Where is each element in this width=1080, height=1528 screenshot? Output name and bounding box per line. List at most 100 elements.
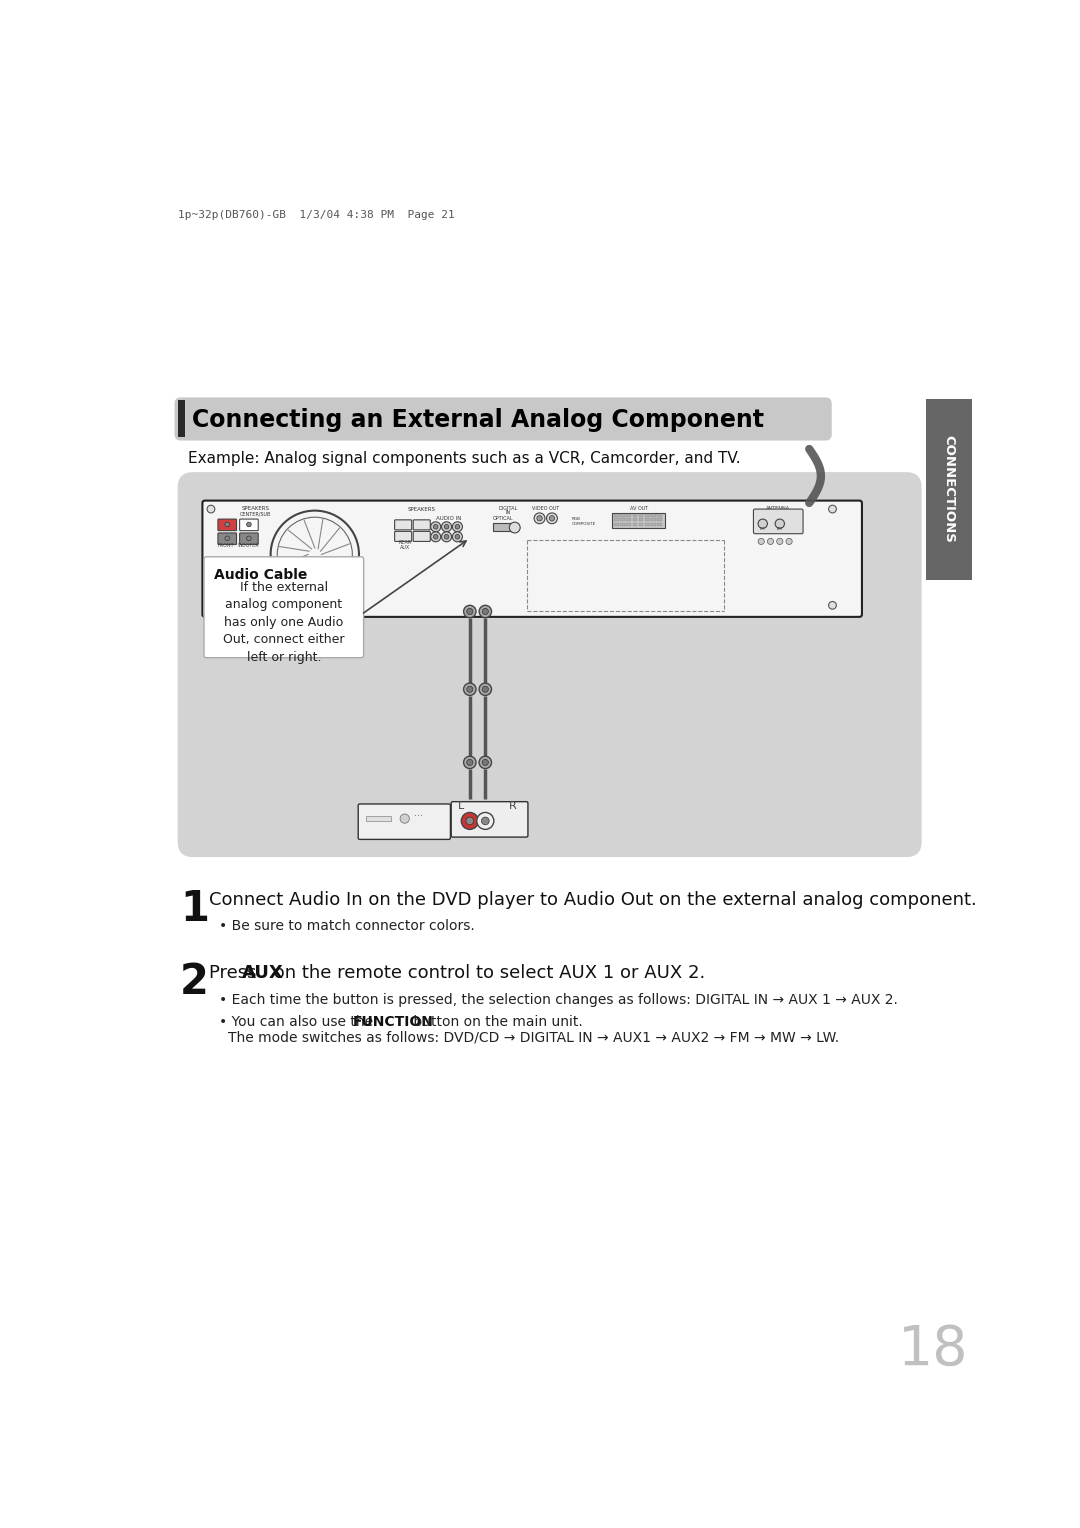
Bar	[177, 400, 185, 437]
Text: VIDEO OUT: VIDEO OUT	[532, 506, 559, 510]
Text: SPEAKERS: SPEAKERS	[408, 507, 435, 512]
Text: • Be sure to match connector colors.: • Be sure to match connector colors.	[218, 918, 474, 932]
Text: • Each time the button is pressed, the selection changes as follows: DIGITAL IN : • Each time the button is pressed, the s…	[218, 993, 897, 1007]
Circle shape	[467, 608, 473, 614]
Text: 1: 1	[180, 888, 208, 931]
Text: Audio Cable: Audio Cable	[214, 568, 308, 582]
FancyBboxPatch shape	[240, 520, 258, 530]
Bar	[366, 816, 391, 821]
Circle shape	[246, 523, 252, 527]
Text: Example: Analog signal components such as a VCR, Camcorder, and TV.: Example: Analog signal components such a…	[188, 451, 740, 466]
Text: DIGITAL: DIGITAL	[499, 506, 518, 510]
Text: CENTER/SUB: CENTER/SUB	[240, 512, 271, 516]
Circle shape	[442, 532, 451, 542]
Circle shape	[225, 523, 230, 527]
Text: REAR: REAR	[399, 539, 411, 544]
Circle shape	[480, 605, 491, 617]
Bar	[651, 513, 656, 516]
Bar	[494, 523, 515, 532]
FancyBboxPatch shape	[414, 532, 430, 541]
Circle shape	[828, 602, 836, 610]
Circle shape	[537, 515, 542, 521]
Circle shape	[482, 759, 488, 766]
Bar	[626, 523, 631, 526]
FancyBboxPatch shape	[754, 509, 804, 533]
FancyBboxPatch shape	[451, 802, 528, 837]
Bar	[638, 518, 644, 521]
FancyBboxPatch shape	[394, 532, 411, 541]
Circle shape	[400, 814, 409, 824]
Text: FUNCTION: FUNCTION	[353, 1015, 434, 1028]
Bar	[651, 518, 656, 521]
Circle shape	[467, 759, 473, 766]
Bar	[658, 523, 662, 526]
Circle shape	[453, 532, 462, 542]
Circle shape	[476, 813, 494, 830]
Text: WOOFER: WOOFER	[238, 542, 259, 549]
Circle shape	[480, 683, 491, 695]
Circle shape	[431, 521, 441, 532]
Bar	[626, 513, 631, 516]
Bar	[658, 513, 662, 516]
Circle shape	[510, 523, 521, 533]
Bar	[638, 513, 644, 516]
Text: RGB: RGB	[571, 516, 580, 521]
FancyBboxPatch shape	[359, 804, 450, 839]
Bar	[620, 518, 625, 521]
Circle shape	[207, 602, 215, 610]
Circle shape	[775, 520, 784, 529]
Text: COMPOSITE: COMPOSITE	[571, 523, 595, 526]
FancyBboxPatch shape	[202, 501, 862, 617]
Circle shape	[461, 813, 478, 830]
Text: 18: 18	[899, 1323, 969, 1377]
Circle shape	[550, 515, 555, 521]
Circle shape	[455, 524, 460, 529]
Text: FRONT: FRONT	[217, 542, 234, 549]
Circle shape	[444, 524, 449, 529]
Circle shape	[444, 535, 449, 539]
Bar	[613, 518, 619, 521]
Circle shape	[768, 538, 773, 544]
Circle shape	[758, 520, 768, 529]
Text: FM: FM	[760, 527, 766, 530]
Circle shape	[246, 536, 252, 541]
FancyBboxPatch shape	[394, 520, 411, 530]
Bar	[620, 523, 625, 526]
Bar	[658, 518, 662, 521]
Bar	[645, 518, 649, 521]
Circle shape	[786, 538, 793, 544]
Text: If the external
analog component
has only one Audio
Out, connect either
left or : If the external analog component has onl…	[224, 581, 345, 663]
Circle shape	[463, 605, 476, 617]
Bar	[620, 513, 625, 516]
Bar	[645, 513, 649, 516]
Circle shape	[482, 608, 488, 614]
Circle shape	[431, 532, 441, 542]
Text: AUX: AUX	[400, 545, 409, 550]
Circle shape	[225, 536, 230, 541]
Bar	[651, 523, 656, 526]
Bar	[626, 518, 631, 521]
Circle shape	[442, 521, 451, 532]
Circle shape	[758, 538, 765, 544]
Circle shape	[777, 538, 783, 544]
Bar	[613, 513, 619, 516]
Bar	[926, 399, 972, 581]
Circle shape	[467, 686, 473, 692]
Text: ANTENNA: ANTENNA	[766, 506, 791, 510]
Text: CONNECTIONS: CONNECTIONS	[942, 435, 955, 544]
FancyBboxPatch shape	[218, 520, 237, 530]
Text: L: L	[458, 801, 464, 811]
Circle shape	[433, 535, 438, 539]
Bar	[613, 523, 619, 526]
Circle shape	[207, 506, 215, 513]
Circle shape	[455, 535, 460, 539]
Text: 1p~32p(DB760)-GB  1/3/04 4:38 PM  Page 21: 1p~32p(DB760)-GB 1/3/04 4:38 PM Page 21	[177, 209, 455, 220]
Text: OPTICAL: OPTICAL	[492, 516, 513, 521]
FancyBboxPatch shape	[218, 533, 237, 544]
Text: AUX: AUX	[242, 964, 284, 983]
Circle shape	[546, 513, 557, 524]
Circle shape	[465, 817, 474, 825]
Text: button on the main unit.: button on the main unit.	[408, 1015, 582, 1028]
FancyBboxPatch shape	[177, 472, 921, 857]
Text: • You can also use the: • You can also use the	[218, 1015, 377, 1028]
